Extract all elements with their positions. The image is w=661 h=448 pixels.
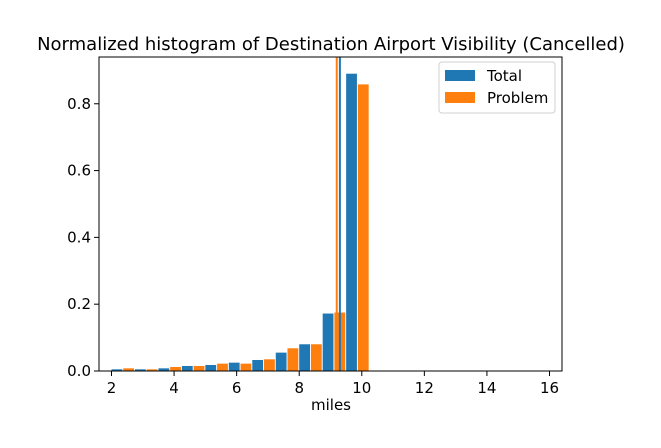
x-tick-label: 10 [352,379,371,397]
series-total [111,73,357,372]
bar-problem-1 [146,369,158,371]
legend-swatch-total [445,70,475,81]
bar-total-0 [111,369,123,371]
x-tick-label: 4 [169,379,179,397]
legend-swatch-problem [445,92,475,103]
bar-total-5 [228,362,240,371]
x-tick-label: 12 [415,379,434,397]
bar-total-8 [299,344,311,371]
x-tick-label: 6 [232,379,242,397]
y-tick-label: 0.2 [67,295,91,313]
axes-frame [98,56,563,372]
x-tick-label: 8 [294,379,304,397]
bar-total-10 [346,73,357,372]
chart-title: Normalized histogram of Destination Airp… [37,34,625,55]
bar-total-6 [252,359,264,371]
bar-total-4 [205,364,217,371]
y-tick-label: 0.6 [67,162,91,180]
bar-problem-10 [357,84,369,372]
x-tick-label: 2 [107,379,117,397]
bar-problem-3 [193,365,205,371]
bar-problem-4 [217,363,228,371]
bar-problem-2 [170,366,181,371]
bar-problem-5 [240,363,252,371]
y-tick-label: 0.8 [67,95,91,113]
legend-label-problem: Problem [487,89,548,107]
bar-total-3 [181,365,193,371]
bar-total-1 [134,369,146,371]
x-axis-label: miles [311,396,351,414]
legend-label-total: Total [486,67,522,85]
bar-problem-7 [287,348,299,371]
legend: Total Problem [438,61,556,114]
plot-area: 2 4 6 8 10 12 14 16 0.0 0.2 0.4 0.6 0.8 [67,56,563,397]
x-tick-label: 14 [477,379,496,397]
bar-problem-8 [310,344,322,371]
bar-problem-6 [264,359,275,371]
bar-problem-0 [123,368,135,371]
bar-total-7 [275,352,287,371]
y-tick-label: 0.4 [67,228,91,246]
bar-total-2 [158,368,170,371]
y-tick-label: 0.0 [67,362,91,380]
bar-total-9 [322,313,334,371]
x-tick-label: 16 [540,379,559,397]
